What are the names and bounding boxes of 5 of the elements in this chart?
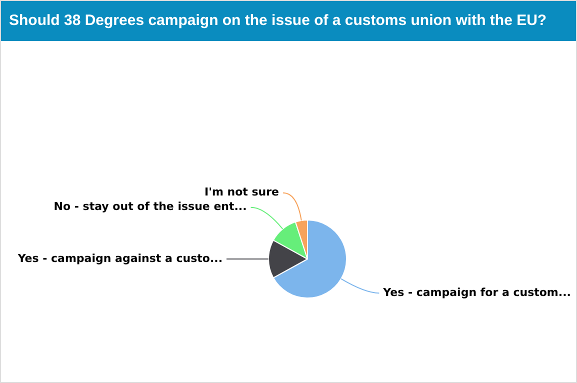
- chart-title: Should 38 Degrees campaign on the issue of a customs union with the EU?: [1, 1, 576, 41]
- slice-label: No - stay out of the issue ent...: [54, 200, 247, 214]
- slice-label: I'm not sure: [204, 186, 280, 199]
- slice-label: Yes - campaign against a custo...: [16, 252, 222, 265]
- slice-label: Yes - campaign for a custom...: [382, 286, 571, 299]
